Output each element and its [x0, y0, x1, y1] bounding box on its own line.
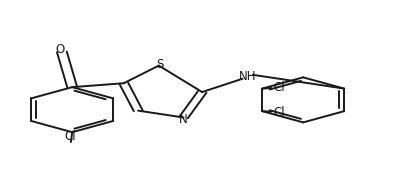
Text: NH: NH — [239, 70, 256, 83]
Text: Cl: Cl — [274, 106, 285, 119]
Text: S: S — [156, 58, 164, 71]
Text: Cl: Cl — [274, 81, 285, 94]
Text: Cl: Cl — [64, 130, 76, 143]
Text: N: N — [179, 113, 188, 126]
Text: O: O — [55, 43, 65, 56]
